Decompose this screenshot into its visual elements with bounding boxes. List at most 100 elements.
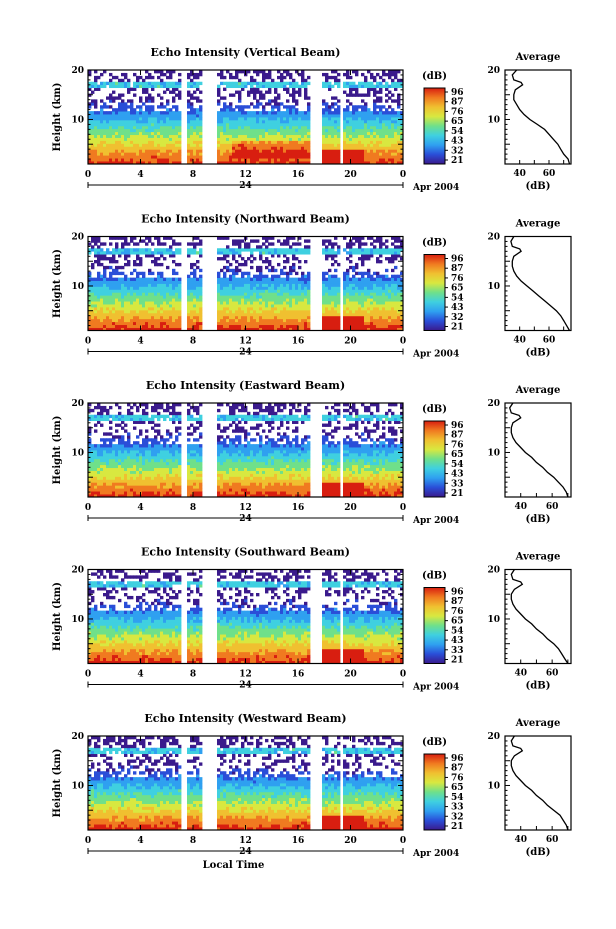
colorbar-unit: (dB) (422, 238, 447, 249)
colorbar-tick-label: 32 (451, 313, 464, 323)
x-tick-label: 12 (239, 836, 252, 846)
day-label: 24 (239, 847, 252, 857)
average-profile-line (508, 402, 569, 498)
month-label: Apr 2004 (412, 350, 459, 360)
heatmap (88, 736, 404, 831)
panel-title: Echo Intensity (Westward Beam) (144, 712, 346, 725)
average-x-tick-label: 60 (546, 502, 559, 512)
month-label: Apr 2004 (412, 849, 459, 859)
colorbar-tick-label: 43 (451, 137, 464, 147)
average-x-tick-label: 60 (546, 669, 559, 679)
colorbar-unit: (dB) (422, 71, 447, 82)
x-tick-label: 8 (190, 170, 196, 180)
colorbar-tick-label: 54 (451, 293, 464, 303)
month-label: Apr 2004 (412, 516, 459, 526)
x-tick-label: 4 (137, 670, 143, 680)
y-tick-label: 20 (71, 399, 84, 409)
x-tick-label: 8 (190, 337, 196, 347)
average-profile-line (510, 735, 569, 831)
heatmap (88, 236, 404, 331)
colorbar-tick-label: 43 (451, 470, 464, 480)
average-x-tick-label: 40 (514, 835, 527, 845)
x-tick-label: 4 (137, 337, 143, 347)
x-tick-label: 8 (190, 503, 196, 513)
colorbar-tick-label: 76 (451, 107, 464, 117)
average-x-tick-label: 40 (513, 336, 526, 346)
colorbar-tick-label: 65 (451, 284, 464, 294)
average-x-label: (dB) (526, 181, 551, 192)
colorbar-tick-label: 33 (451, 803, 464, 813)
y-tick-label: 20 (71, 732, 84, 742)
x-tick-label: 12 (239, 337, 252, 347)
colorbar-tick-label: 96 (451, 754, 464, 764)
colorbar-unit: (dB) (422, 571, 447, 582)
x-tick-label: 0 (400, 337, 406, 347)
average-frame (504, 568, 572, 665)
average-y-tick-label: 20 (487, 732, 500, 742)
panel-3: Echo Intensity (Eastward Beam) 0 4 8 12 16 20 0… (52, 379, 572, 526)
colorbar-tick-label: 33 (451, 646, 464, 656)
x-tick-label: 16 (292, 836, 305, 846)
colorbar-unit: (dB) (422, 737, 447, 748)
x-tick-label: 0 (400, 670, 406, 680)
average-x-label: (dB) (526, 847, 551, 858)
x-tick-label: 20 (344, 503, 357, 513)
panel-title: Echo Intensity (Northward Beam) (141, 213, 350, 226)
colorbar-tick-label: 76 (451, 773, 464, 783)
average-y-tick-label: 20 (487, 399, 500, 409)
x-tick-label: 0 (85, 503, 91, 513)
y-tick-label: 10 (71, 781, 84, 791)
panel-4: Echo Intensity (Southward Beam) 0 4 8 12 16 20… (52, 546, 572, 693)
average-x-tick-label: 60 (543, 169, 556, 179)
x-tick-label: 16 (292, 337, 305, 347)
x-tick-label: 0 (85, 670, 91, 680)
y-axis-label: Height (km) (52, 83, 63, 152)
x-tick-label: 16 (292, 670, 305, 680)
y-tick-label: 10 (71, 115, 84, 125)
colorbar-tick-label: 21 (451, 489, 464, 499)
colorbar-tick-label: 65 (451, 783, 464, 793)
colorbar (423, 753, 446, 831)
x-tick-label: 16 (292, 170, 305, 180)
colorbar-tick-label: 87 (451, 597, 464, 607)
colorbar-tick-label: 54 (451, 460, 464, 470)
average-y-tick-label: 10 (487, 781, 500, 791)
month-label: Apr 2004 (412, 683, 459, 693)
colorbar-tick-label: 54 (451, 127, 464, 137)
colorbar-unit: (dB) (422, 404, 447, 415)
colorbar-tick-label: 65 (451, 617, 464, 627)
average-title: Average (515, 52, 561, 63)
x-tick-label: 0 (85, 836, 91, 846)
average-y-tick-label: 10 (487, 615, 500, 625)
x-tick-label: 0 (400, 170, 406, 180)
colorbar-tick-label: 54 (451, 626, 464, 636)
average-x-tick-label: 60 (543, 336, 556, 346)
colorbar-tick-label: 87 (451, 764, 464, 774)
average-y-tick-label: 10 (487, 448, 500, 458)
heatmap (88, 403, 404, 498)
average-x-tick-label: 40 (514, 502, 527, 512)
average-title: Average (515, 219, 561, 230)
colorbar-tick-label: 65 (451, 117, 464, 127)
y-tick-label: 20 (71, 233, 84, 243)
y-tick-label: 20 (71, 566, 84, 576)
colorbar-tick-label: 21 (451, 156, 464, 166)
panel-title: Echo Intensity (Vertical Beam) (150, 46, 340, 59)
x-tick-label: 0 (85, 170, 91, 180)
y-axis-label: Height (km) (52, 249, 63, 318)
average-x-label: (dB) (526, 514, 551, 525)
colorbar-tick-label: 76 (451, 607, 464, 617)
y-tick-label: 10 (71, 282, 84, 292)
colorbar-tick-label: 76 (451, 440, 464, 450)
average-frame (504, 235, 572, 332)
colorbar-tick-label: 87 (451, 98, 464, 108)
average-y-tick-label: 10 (487, 282, 500, 292)
colorbar-tick-label: 21 (451, 656, 464, 666)
x-tick-label: 12 (239, 170, 252, 180)
average-x-label: (dB) (526, 348, 551, 359)
colorbar-tick-label: 54 (451, 793, 464, 803)
y-axis-label: Height (km) (52, 582, 63, 651)
average-title: Average (515, 385, 561, 396)
colorbar-tick-label: 96 (451, 255, 464, 265)
day-label: 24 (239, 514, 252, 524)
